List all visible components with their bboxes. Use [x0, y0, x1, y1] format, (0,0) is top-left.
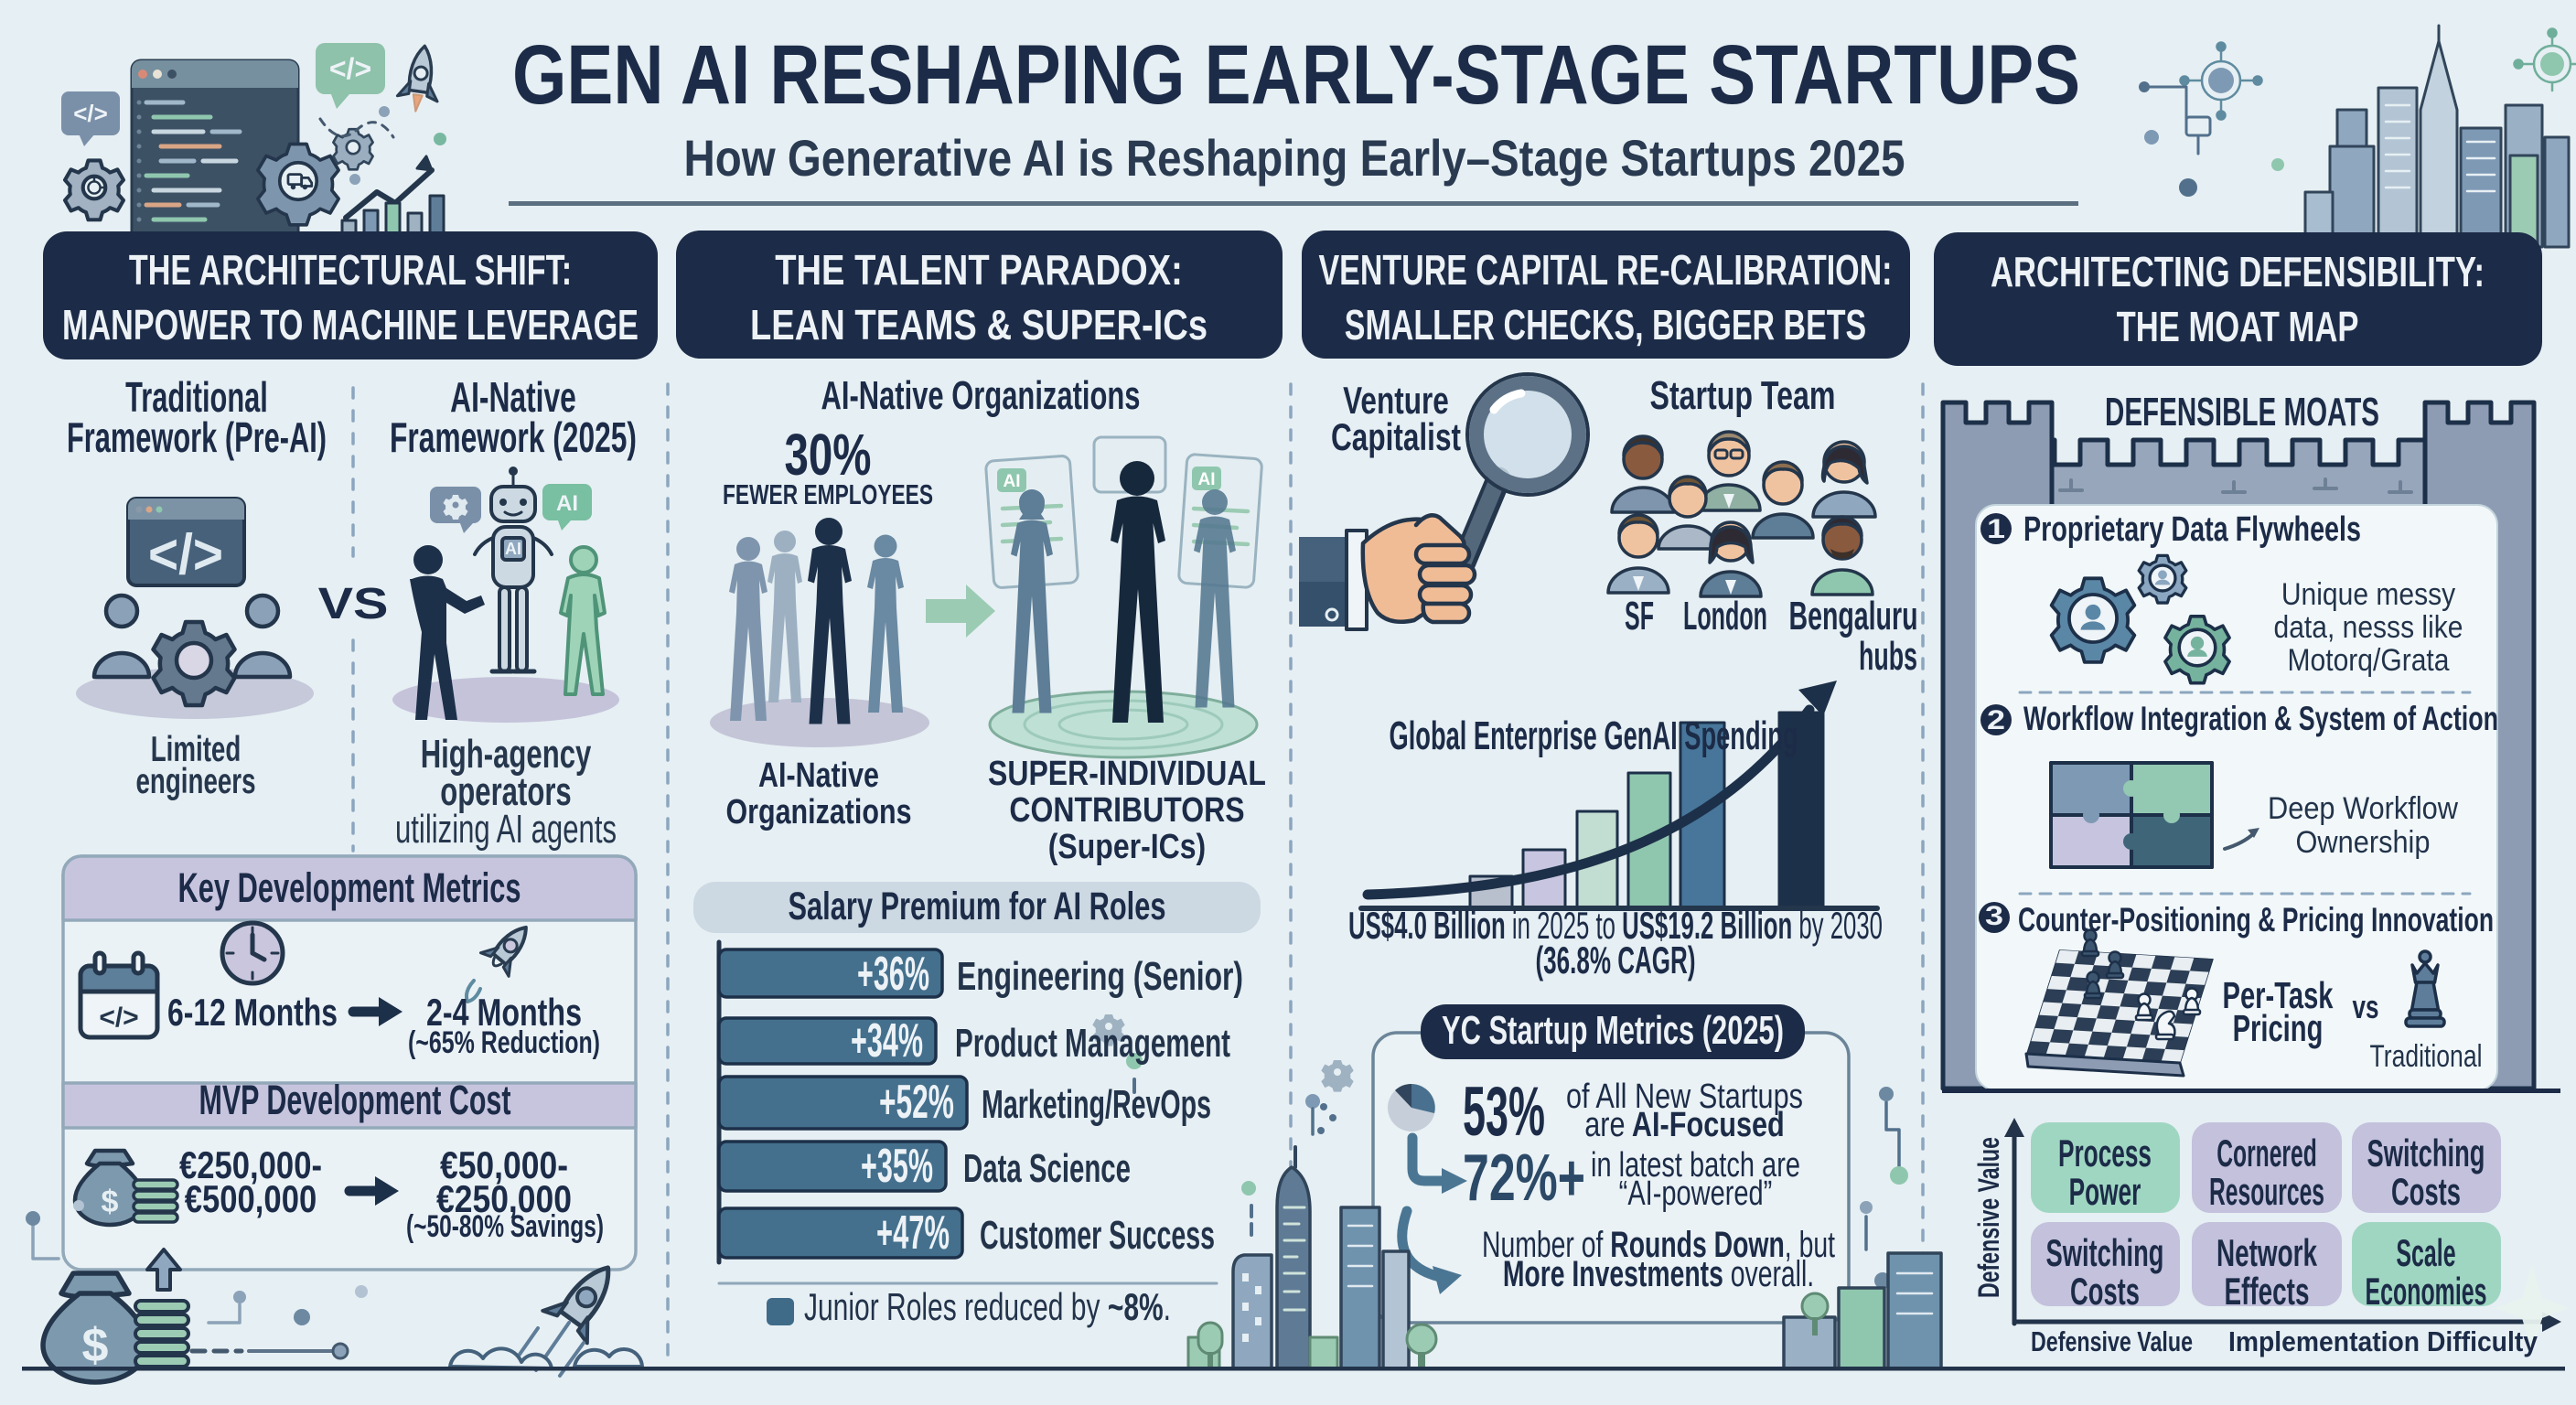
svg-text:AI: AI [1198, 470, 1216, 489]
svg-text:$: $ [102, 1185, 119, 1219]
svg-text:</>: </> [148, 523, 223, 586]
svg-text:</>: </> [73, 100, 108, 127]
svg-text:$: $ [82, 1319, 109, 1372]
svg-text:AI: AI [1004, 472, 1021, 491]
svg-text:</>: </> [99, 1003, 138, 1033]
svg-text:AI: AI [556, 491, 578, 516]
svg-text:</>: </> [329, 52, 371, 85]
svg-text:AI: AI [505, 540, 521, 558]
